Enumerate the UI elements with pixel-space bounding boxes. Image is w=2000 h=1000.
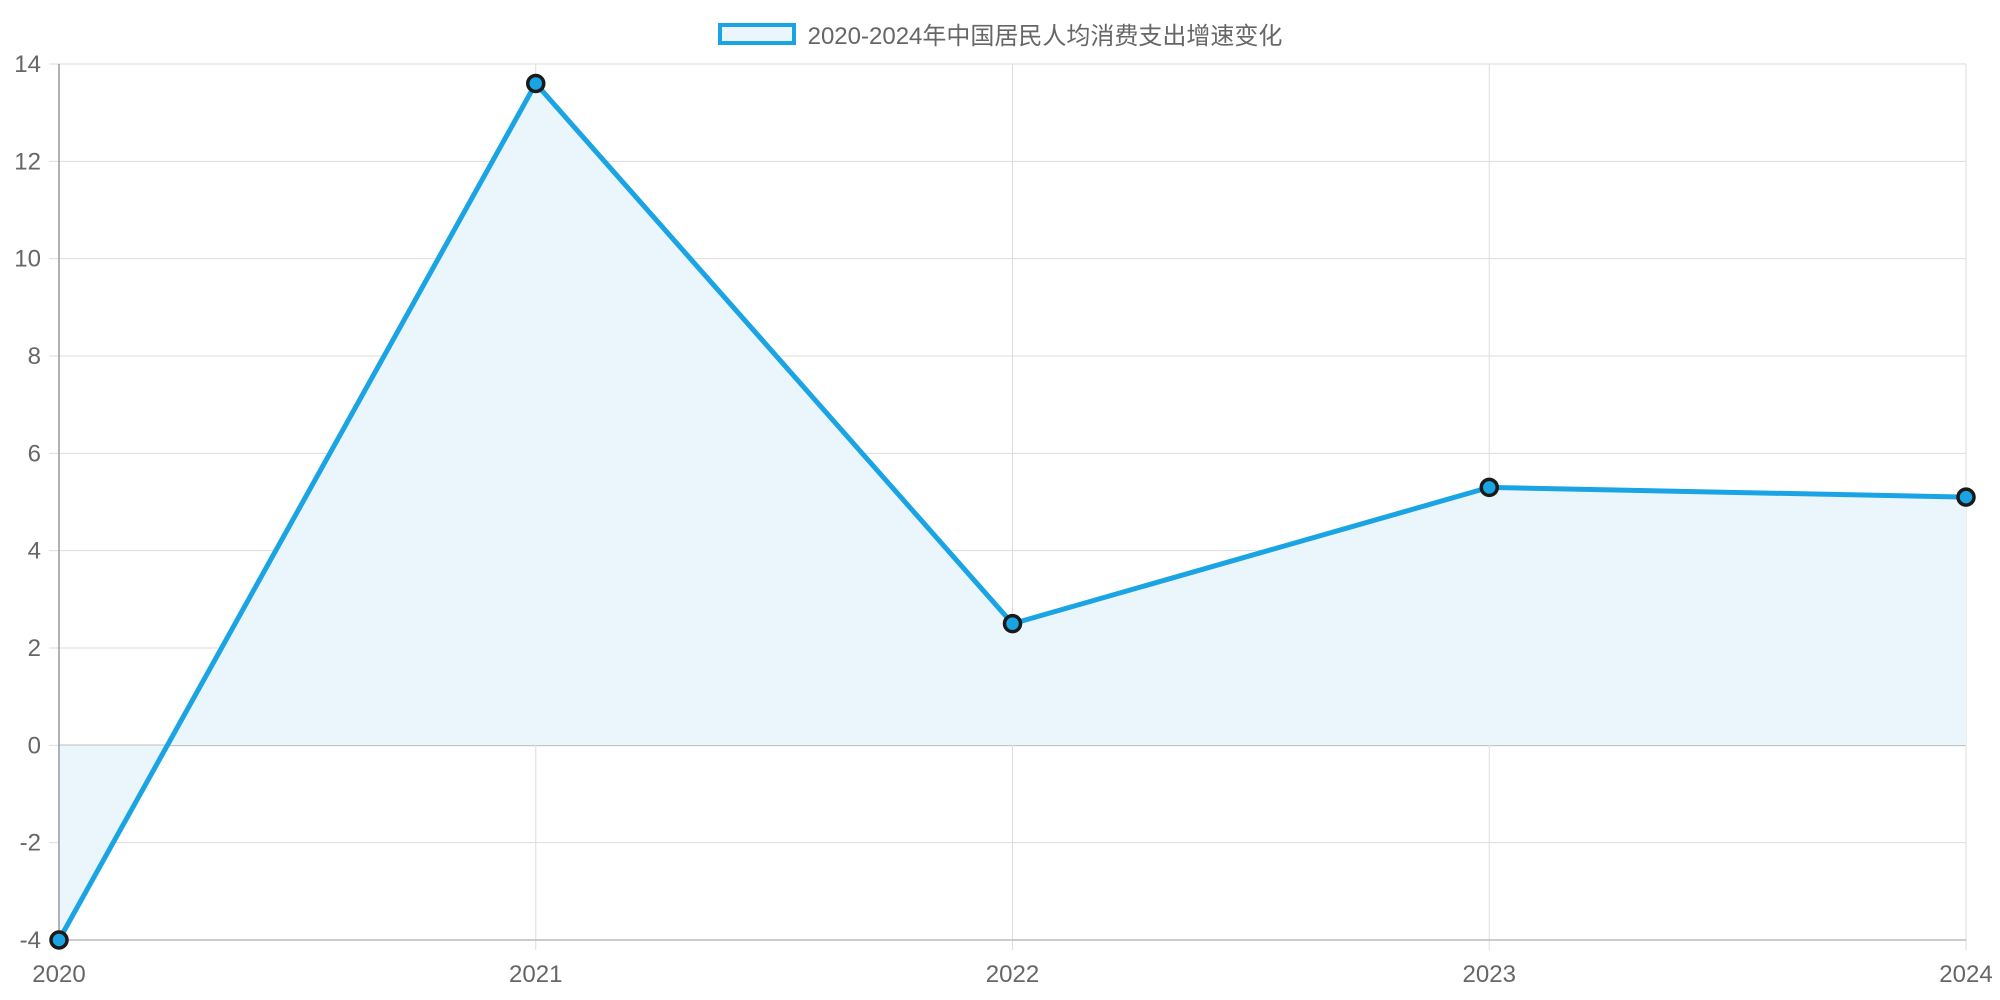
y-tick-label: -2 [20, 830, 41, 857]
y-tick-label: 14 [14, 51, 41, 78]
y-tick-label: 10 [14, 246, 41, 273]
y-tick-label: 2 [28, 635, 41, 662]
x-tick-label: 2024 [1939, 961, 1992, 988]
x-tick-label: 2023 [1463, 961, 1516, 988]
x-tick-label: 2020 [32, 961, 85, 988]
data-points-layer [49, 73, 1976, 950]
y-tick-label: -4 [20, 927, 41, 954]
legend[interactable]: 2020-2024年中国居民人均消费支出增速变化 [0, 16, 2000, 51]
data-point [526, 73, 546, 94]
axes [58, 64, 1966, 941]
data-point [49, 930, 69, 950]
legend-label: 2020-2024年中国居民人均消费支出增速变化 [807, 23, 1283, 50]
data-point [1956, 487, 1976, 507]
legend-swatch [717, 22, 796, 45]
tick-labels: -4 -2 0 2 4 6 8 10 12 14 2020 2021 2022 2023 2024 [14, 51, 1992, 988]
area-fill [59, 83, 1966, 940]
y-tick-label: 4 [28, 538, 41, 565]
y-tick-label: 6 [28, 440, 41, 467]
data-point [1479, 477, 1499, 498]
data-point [1002, 613, 1023, 634]
y-tick-label: 0 [28, 732, 41, 759]
x-tick-label: 2022 [986, 961, 1039, 988]
y-tick-label: 8 [28, 343, 41, 370]
y-tick-label: 12 [14, 148, 41, 175]
x-tick-label: 2021 [509, 961, 562, 988]
area-fill-layer [59, 83, 1966, 940]
